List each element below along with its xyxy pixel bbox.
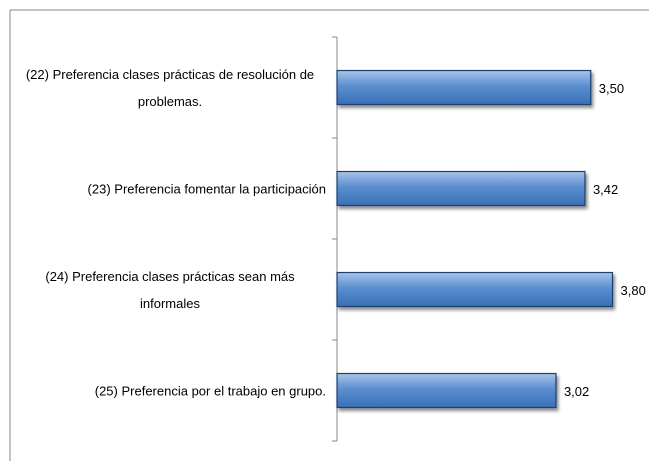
bar <box>336 170 586 207</box>
bar <box>336 372 557 409</box>
category-label: (25) Preferencia por el trabajo en grupo… <box>94 383 326 398</box>
value-label: 3,80 <box>621 283 646 298</box>
category-label: (22) Preferencia clases prácticas de res… <box>25 66 315 109</box>
bar <box>336 69 592 106</box>
value-label: 3,50 <box>599 81 624 96</box>
value-label: 3,02 <box>564 384 589 399</box>
category-label: (23) Preferencia fomentar la participaci… <box>87 181 326 196</box>
category-label: (24) Preferencia clases prácticas sean m… <box>45 268 295 311</box>
bar <box>336 271 614 308</box>
value-label: 3,42 <box>593 182 618 197</box>
